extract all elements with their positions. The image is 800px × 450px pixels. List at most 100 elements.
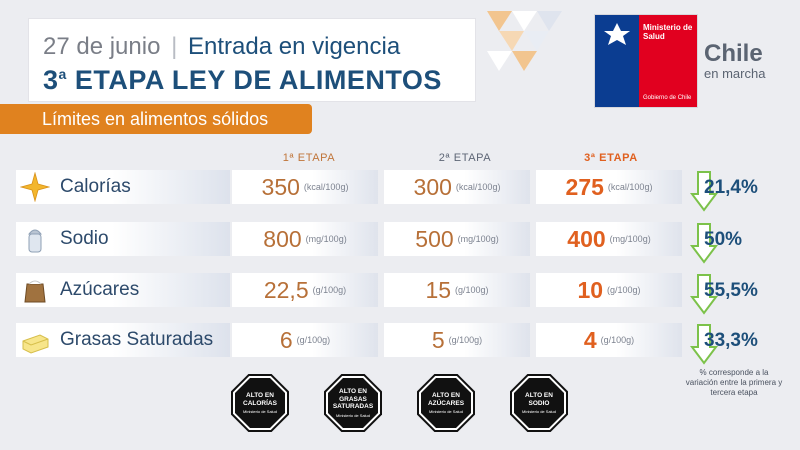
value: 275 xyxy=(565,173,604,200)
pct-sodio: 50% xyxy=(704,229,743,250)
butter-icon xyxy=(22,334,49,354)
logo-blue-panel xyxy=(595,15,639,107)
seal-sub: Ministerio de Salud xyxy=(335,412,371,418)
title-date-line: 27 de junio | Entrada en vigencia xyxy=(43,33,400,61)
ministry-name: Ministerio de Salud xyxy=(643,23,692,41)
down-arrow-icon xyxy=(690,324,718,365)
seal-calorias: ALTO EN CALORÍAS Ministerio de Salud xyxy=(231,374,289,432)
value: 22,5 xyxy=(263,276,309,303)
seal-sodio: ALTO EN SODIO Ministerio de Salud xyxy=(510,374,568,432)
value: 4 xyxy=(583,326,597,353)
cell-calorias-e2: 300 (kcal/100g) xyxy=(384,170,530,204)
row-label-azucares: Azúcares xyxy=(16,273,230,307)
seal-line3: SATURADAS xyxy=(332,403,374,411)
seal-sub: Ministerio de Salud xyxy=(428,409,464,414)
seal-azucares: ALTO EN AZÚCARES Ministerio de Salud xyxy=(417,374,475,432)
cell-calorias-e3: 275 (kcal/100g) xyxy=(536,170,682,204)
unit: (mg/100g) xyxy=(305,234,347,244)
brand-logo: Chile en marcha xyxy=(704,42,765,82)
cell-sodio-e2: 500 (mg/100g) xyxy=(384,222,530,256)
section-label: Límites en alimentos sólidos xyxy=(42,109,269,129)
ministry-line1: Ministerio de xyxy=(643,23,693,32)
row-label-sodio: Sodio xyxy=(16,222,230,256)
value: 800 xyxy=(263,225,302,252)
unit: (g/100g) xyxy=(296,335,331,345)
sugar-bag-icon xyxy=(24,280,46,303)
unit: (kcal/100g) xyxy=(303,182,349,192)
seal-sub: Ministerio de Salud xyxy=(242,409,278,414)
stage-title: ETAPA LEY DE ALIMENTOS xyxy=(74,65,442,95)
value: 350 xyxy=(261,173,300,200)
value: 300 xyxy=(413,173,452,200)
ministry-line2: Salud xyxy=(643,32,665,41)
star-icon xyxy=(20,172,50,202)
column-header-1: 1ª ETAPA xyxy=(282,152,336,164)
salt-shaker-icon xyxy=(27,229,43,253)
value: 15 xyxy=(425,276,452,303)
column-header-3: 3ª ETAPA xyxy=(584,152,638,164)
seal-line1: ALTO EN xyxy=(525,392,553,399)
seal-line2: SODIO xyxy=(528,399,550,407)
cell-calorias-e1: 350 (kcal/100g) xyxy=(232,170,378,204)
row-label-grasas: Grasas Saturadas xyxy=(16,323,230,357)
seal-sub: Ministerio de Salud xyxy=(521,409,557,414)
cell-azucares-e1: 22,5 (g/100g) xyxy=(232,273,378,307)
subtitle-text: Entrada en vigencia xyxy=(188,33,401,60)
cell-grasas-e3: 4 (g/100g) xyxy=(536,323,682,357)
date-text: 27 de junio xyxy=(43,33,161,60)
unit: (kcal/100g) xyxy=(607,182,653,192)
section-band: Límites en alimentos sólidos xyxy=(0,104,312,134)
logo-red-panel: Ministerio de Salud Gobierno de Chile xyxy=(639,15,697,107)
page-title: 3a ETAPA LEY DE ALIMENTOS xyxy=(43,65,442,96)
value: 10 xyxy=(577,276,604,303)
down-arrow-icon xyxy=(690,171,718,212)
cell-grasas-e1: 6 (g/100g) xyxy=(232,323,378,357)
pct-azucares: 55,5% xyxy=(704,280,758,301)
down-arrow-icon xyxy=(690,274,718,315)
unit: (g/100g) xyxy=(448,335,483,345)
pct-calorias: 21,4% xyxy=(704,177,758,198)
unit: (mg/100g) xyxy=(609,234,651,244)
unit: (g/100g) xyxy=(600,335,635,345)
value: 5 xyxy=(431,326,445,353)
down-arrow-icon xyxy=(690,223,718,264)
title-separator: | xyxy=(171,33,178,60)
coat-of-arms-icon xyxy=(604,23,630,45)
row-label-text: Calorías xyxy=(60,176,131,197)
row-label-text: Azúcares xyxy=(60,279,140,300)
cell-azucares-e3: 10 (g/100g) xyxy=(536,273,682,307)
cell-azucares-e2: 15 (g/100g) xyxy=(384,273,530,307)
unit: (kcal/100g) xyxy=(455,182,501,192)
seal-line2: CALORÍAS xyxy=(243,399,277,407)
unit: (g/100g) xyxy=(312,285,347,295)
cell-sodio-e3: 400 (mg/100g) xyxy=(536,222,682,256)
title-box: 27 de junio | Entrada en vigencia 3a ETA… xyxy=(28,18,476,102)
value: 6 xyxy=(279,326,293,353)
seal-line1: ALTO EN xyxy=(432,392,460,399)
stage-superscript: a xyxy=(58,66,67,82)
cell-sodio-e1: 800 (mg/100g) xyxy=(232,222,378,256)
row-label-text: Grasas Saturadas xyxy=(60,329,214,350)
stage-number: 3 xyxy=(43,65,59,95)
decorative-triangles-icon xyxy=(487,11,562,71)
column-header-2: 2ª ETAPA xyxy=(438,152,492,164)
row-label-calorias: Calorías xyxy=(16,170,230,204)
government-logo: Ministerio de Salud Gobierno de Chile xyxy=(594,14,698,108)
footnote: % corresponde a la variación entre la pr… xyxy=(685,368,783,397)
seal-line2: AZÚCARES xyxy=(427,399,465,407)
brand-small: en marcha xyxy=(704,66,766,81)
pct-grasas: 33,3% xyxy=(704,330,758,351)
seal-line1: ALTO EN xyxy=(246,392,274,399)
row-label-text: Sodio xyxy=(60,228,109,249)
unit: (mg/100g) xyxy=(457,234,499,244)
value: 500 xyxy=(415,225,454,252)
unit: (g/100g) xyxy=(607,285,641,295)
cell-grasas-e2: 5 (g/100g) xyxy=(384,323,530,357)
government-label: Gobierno de Chile xyxy=(643,95,692,101)
brand-big: Chile xyxy=(704,40,763,67)
seal-grasas: ALTO EN GRASAS SATURADAS Ministerio de Sal… xyxy=(324,374,382,432)
seal-line2: GRASAS xyxy=(339,395,367,403)
unit: (g/100g) xyxy=(455,285,489,295)
seal-line1: ALTO EN xyxy=(339,388,367,396)
value: 400 xyxy=(567,225,606,252)
